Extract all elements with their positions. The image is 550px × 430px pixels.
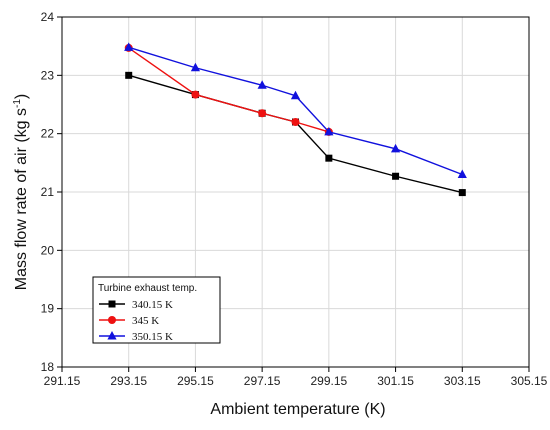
x-tick-label: 305.15 xyxy=(511,374,548,388)
data-point xyxy=(392,172,400,180)
x-tick-label: 301.15 xyxy=(377,374,414,388)
series-layer xyxy=(124,42,467,197)
x-axis-unit: (K) xyxy=(364,401,385,418)
x-tick-label: 291.15 xyxy=(44,374,81,388)
series-2 xyxy=(124,42,467,178)
legend-item: 340.15 K xyxy=(99,299,173,311)
legend-item: 345 K xyxy=(99,315,159,327)
x-tick-label: 293.15 xyxy=(110,374,147,388)
legend-item: 350.15 K xyxy=(99,331,173,343)
data-point xyxy=(258,109,267,118)
series-line xyxy=(128,46,463,176)
y-tick-label: 20 xyxy=(41,243,55,257)
axis-ticks: 291.15 293.15 295.15 297.15 299.15 301.15 303.… xyxy=(41,10,548,388)
y-tick-label: 19 xyxy=(41,302,55,316)
legend: Turbine exhaust temp. 340.15 K 345 K 350.1… xyxy=(92,276,221,344)
data-point xyxy=(191,90,200,99)
legend-label: 350.15 K xyxy=(132,331,173,343)
data-point xyxy=(125,71,133,79)
y-axis-label-close: ) xyxy=(13,94,30,99)
legend-label: 345 K xyxy=(132,315,159,327)
legend-title: Turbine exhaust temp. xyxy=(98,283,197,294)
y-tick-label: 18 xyxy=(41,360,55,374)
legend-items: 340.15 K 345 K 350.15 K xyxy=(99,299,173,343)
y-axis-title: Mass flow rate of air (kg s-1) xyxy=(12,94,30,291)
y-tick-label: 22 xyxy=(41,127,55,141)
legend-marker xyxy=(107,331,117,340)
data-point xyxy=(257,80,267,89)
legend-marker xyxy=(108,316,116,324)
x-tick-label: 297.15 xyxy=(244,374,281,388)
y-axis-label: Mass flow rate of air (kg s xyxy=(13,108,30,290)
y-tick-label: 21 xyxy=(41,185,55,199)
x-tick-label: 295.15 xyxy=(177,374,214,388)
data-point xyxy=(458,189,466,197)
x-axis-label: Ambient temperature xyxy=(210,401,360,418)
legend-label: 340.15 K xyxy=(132,299,173,311)
data-point xyxy=(190,62,201,72)
x-tick-label: 299.15 xyxy=(311,374,348,388)
legend-box xyxy=(92,276,221,344)
x-axis-title: Ambient temperature (K) xyxy=(210,401,385,418)
y-tick-label: 23 xyxy=(41,68,55,82)
data-point xyxy=(325,154,333,162)
data-point xyxy=(291,118,300,126)
data-point xyxy=(390,143,401,153)
data-point xyxy=(324,126,334,136)
data-point xyxy=(124,42,134,51)
data-point xyxy=(457,169,467,178)
series-1 xyxy=(124,43,333,136)
y-axis-unit-exponent: -1 xyxy=(12,99,23,108)
legend-marker xyxy=(108,300,116,308)
y-tick-label: 24 xyxy=(41,10,55,24)
data-point xyxy=(290,90,301,100)
x-tick-label: 303.15 xyxy=(444,374,481,388)
